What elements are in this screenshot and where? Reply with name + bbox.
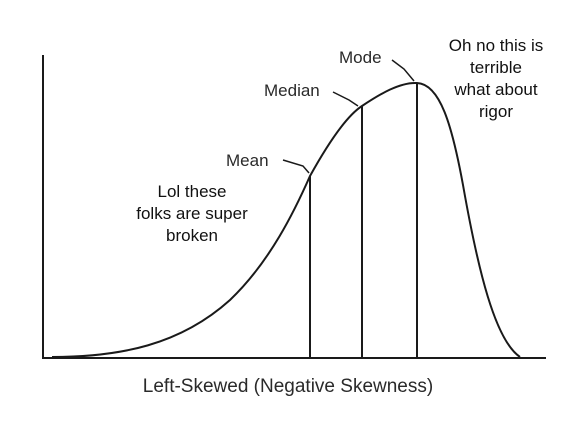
diagram-caption: Left-Skewed (Negative Skewness) — [143, 376, 433, 397]
median-leader-line — [332, 91, 359, 107]
mean-leader-line — [282, 159, 310, 174]
mean-label: Mean — [226, 151, 269, 170]
mode-label: Mode — [339, 48, 382, 67]
annotation-right: Oh no this is terrible what about rigor — [448, 36, 544, 121]
mode-leader-line — [391, 59, 415, 82]
distribution-curve — [51, 81, 521, 358]
annotation-left: Lol these folks are super broken — [136, 182, 248, 245]
median-label: Median — [264, 81, 320, 100]
